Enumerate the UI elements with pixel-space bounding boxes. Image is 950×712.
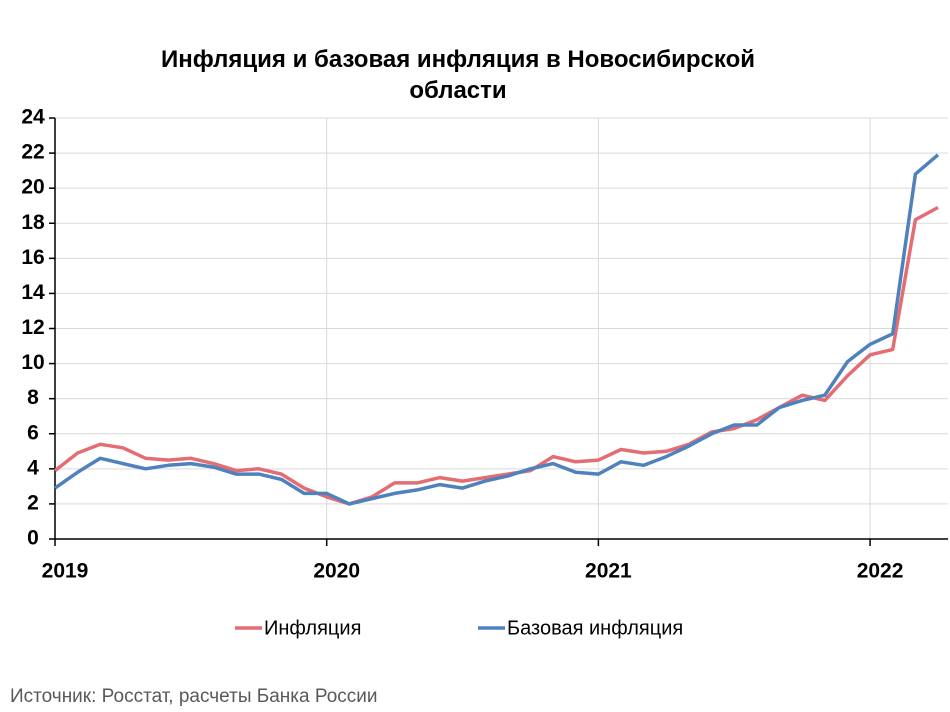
legend-label: Базовая инфляция [507, 617, 683, 639]
chart-title: Инфляция и базовая инфляция в Новосибирс… [161, 46, 755, 104]
legend-label: Инфляция [264, 617, 361, 639]
x-tick-label: 2022 [857, 560, 904, 583]
y-tick-label: 8 [27, 386, 39, 409]
source-note: Источник: Росстат, расчеты Банка России [10, 686, 378, 707]
y-tick-label: 0 [27, 527, 39, 550]
y-tick-label: 16 [21, 246, 44, 269]
data-line [53, 153, 940, 506]
y-tick-label: 2 [27, 491, 39, 514]
y-tick-label: 6 [27, 421, 39, 444]
x-tick-label: 2020 [313, 560, 360, 583]
x-tick-label: 2019 [42, 560, 89, 583]
y-tick-label: 18 [21, 211, 45, 234]
y-tick-label: 4 [27, 456, 39, 479]
y-tick-label: 12 [21, 316, 44, 339]
x-tick-label: 2021 [585, 560, 632, 583]
y-tick-label: 14 [21, 281, 45, 304]
y-tick-label: 24 [21, 106, 45, 129]
y-tick-label: 10 [21, 351, 44, 374]
data-line [53, 205, 939, 506]
y-tick-label: 20 [21, 176, 44, 199]
y-tick-label: 22 [21, 141, 44, 164]
